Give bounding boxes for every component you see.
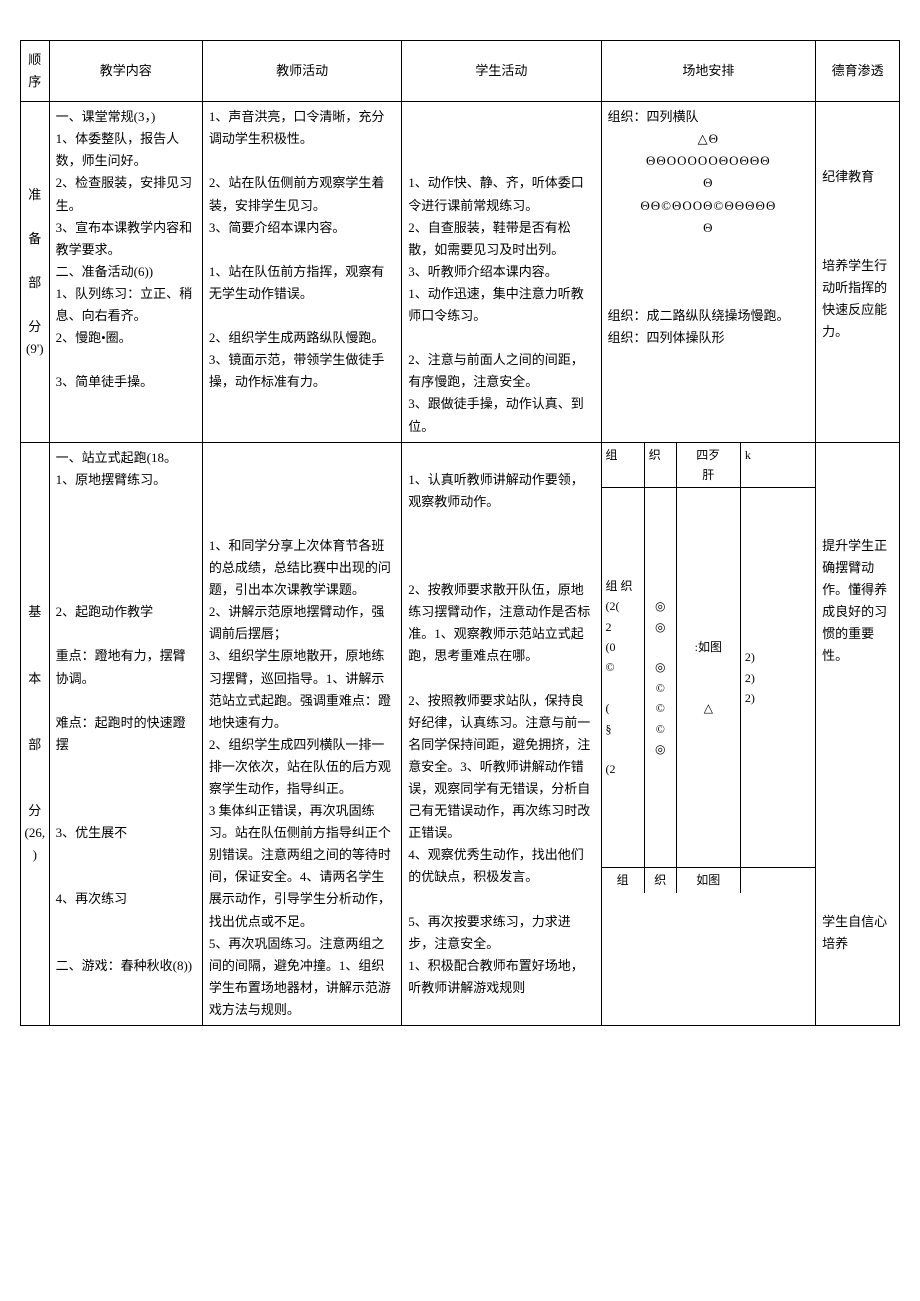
header-moral: 德育渗透 [816,41,900,102]
header-sequence: 顺序 [21,41,50,102]
section-prep-label: 准 备 部 分(9') [21,102,50,442]
header-row: 顺序 教学内容 教师活动 学生活动 场地安排 德育渗透 [21,41,900,102]
section-prep-content: 一、课堂常规(3，) 1、体委整队，报告人数，师生问好。 2、检查服装，安排见习… [49,102,202,442]
section-basic-venue: 组 织 四歹肝 k 组 织 (2( 2 (0 © ( § (2 ◎ ◎ ◎ © … [601,442,816,1025]
section-prep-teacher: 1、声音洪亮，口令清晰，充分调动学生积极性。 2、站在队伍侧前方观察学生着装，安… [202,102,401,442]
section-basic-content: 一、站立式起跑(18。 1、原地摆臂练习。 2、起跑动作教学 重点：蹬地有力，摆… [49,442,202,1025]
section-basic-moral: 提升学生正确摆臂动作。懂得养成良好的习惯的重要性。 学生自信心培养 [816,442,900,1025]
section-prep-venue: 组织：四列横队 △Θ ΘΘΟΟΟΟΟΘΟΘΘΘ Θ ΘΘ©ΘΟΟΘ©ΘΘΘΘΘ … [601,102,816,442]
section-basic-student: 1、认真听教师讲解动作要领，观察教师动作。 2、按教师要求散开队伍，原地练习摆臂… [402,442,601,1025]
section-prep-moral: 纪律教育 培养学生行动听指挥的快速反应能力。 [816,102,900,442]
lesson-plan-table: 顺序 教学内容 教师活动 学生活动 场地安排 德育渗透 准 备 部 分(9') … [20,40,900,1026]
section-basic-teacher: 1、和同学分享上次体育节各班的总成绩，总结比赛中出现的问题，引出本次课教学课题。… [202,442,401,1025]
header-student: 学生活动 [402,41,601,102]
section-basic-label: 基 本 部 分(26, ) [21,442,50,1025]
section-prep-student: 1、动作快、静、齐，听体委口令进行课前常规练习。 2、自查服装，鞋带是否有松散，… [402,102,601,442]
section-basic-row: 基 本 部 分(26, ) 一、站立式起跑(18。 1、原地摆臂练习。 2、起跑… [21,442,900,1025]
header-venue: 场地安排 [601,41,816,102]
section-prep-row: 准 备 部 分(9') 一、课堂常规(3，) 1、体委整队，报告人数，师生问好。… [21,102,900,442]
venue-nested-table: 组 织 四歹肝 k 组 织 (2( 2 (0 © ( § (2 ◎ ◎ ◎ © … [602,443,816,893]
header-content: 教学内容 [49,41,202,102]
header-teacher: 教师活动 [202,41,401,102]
